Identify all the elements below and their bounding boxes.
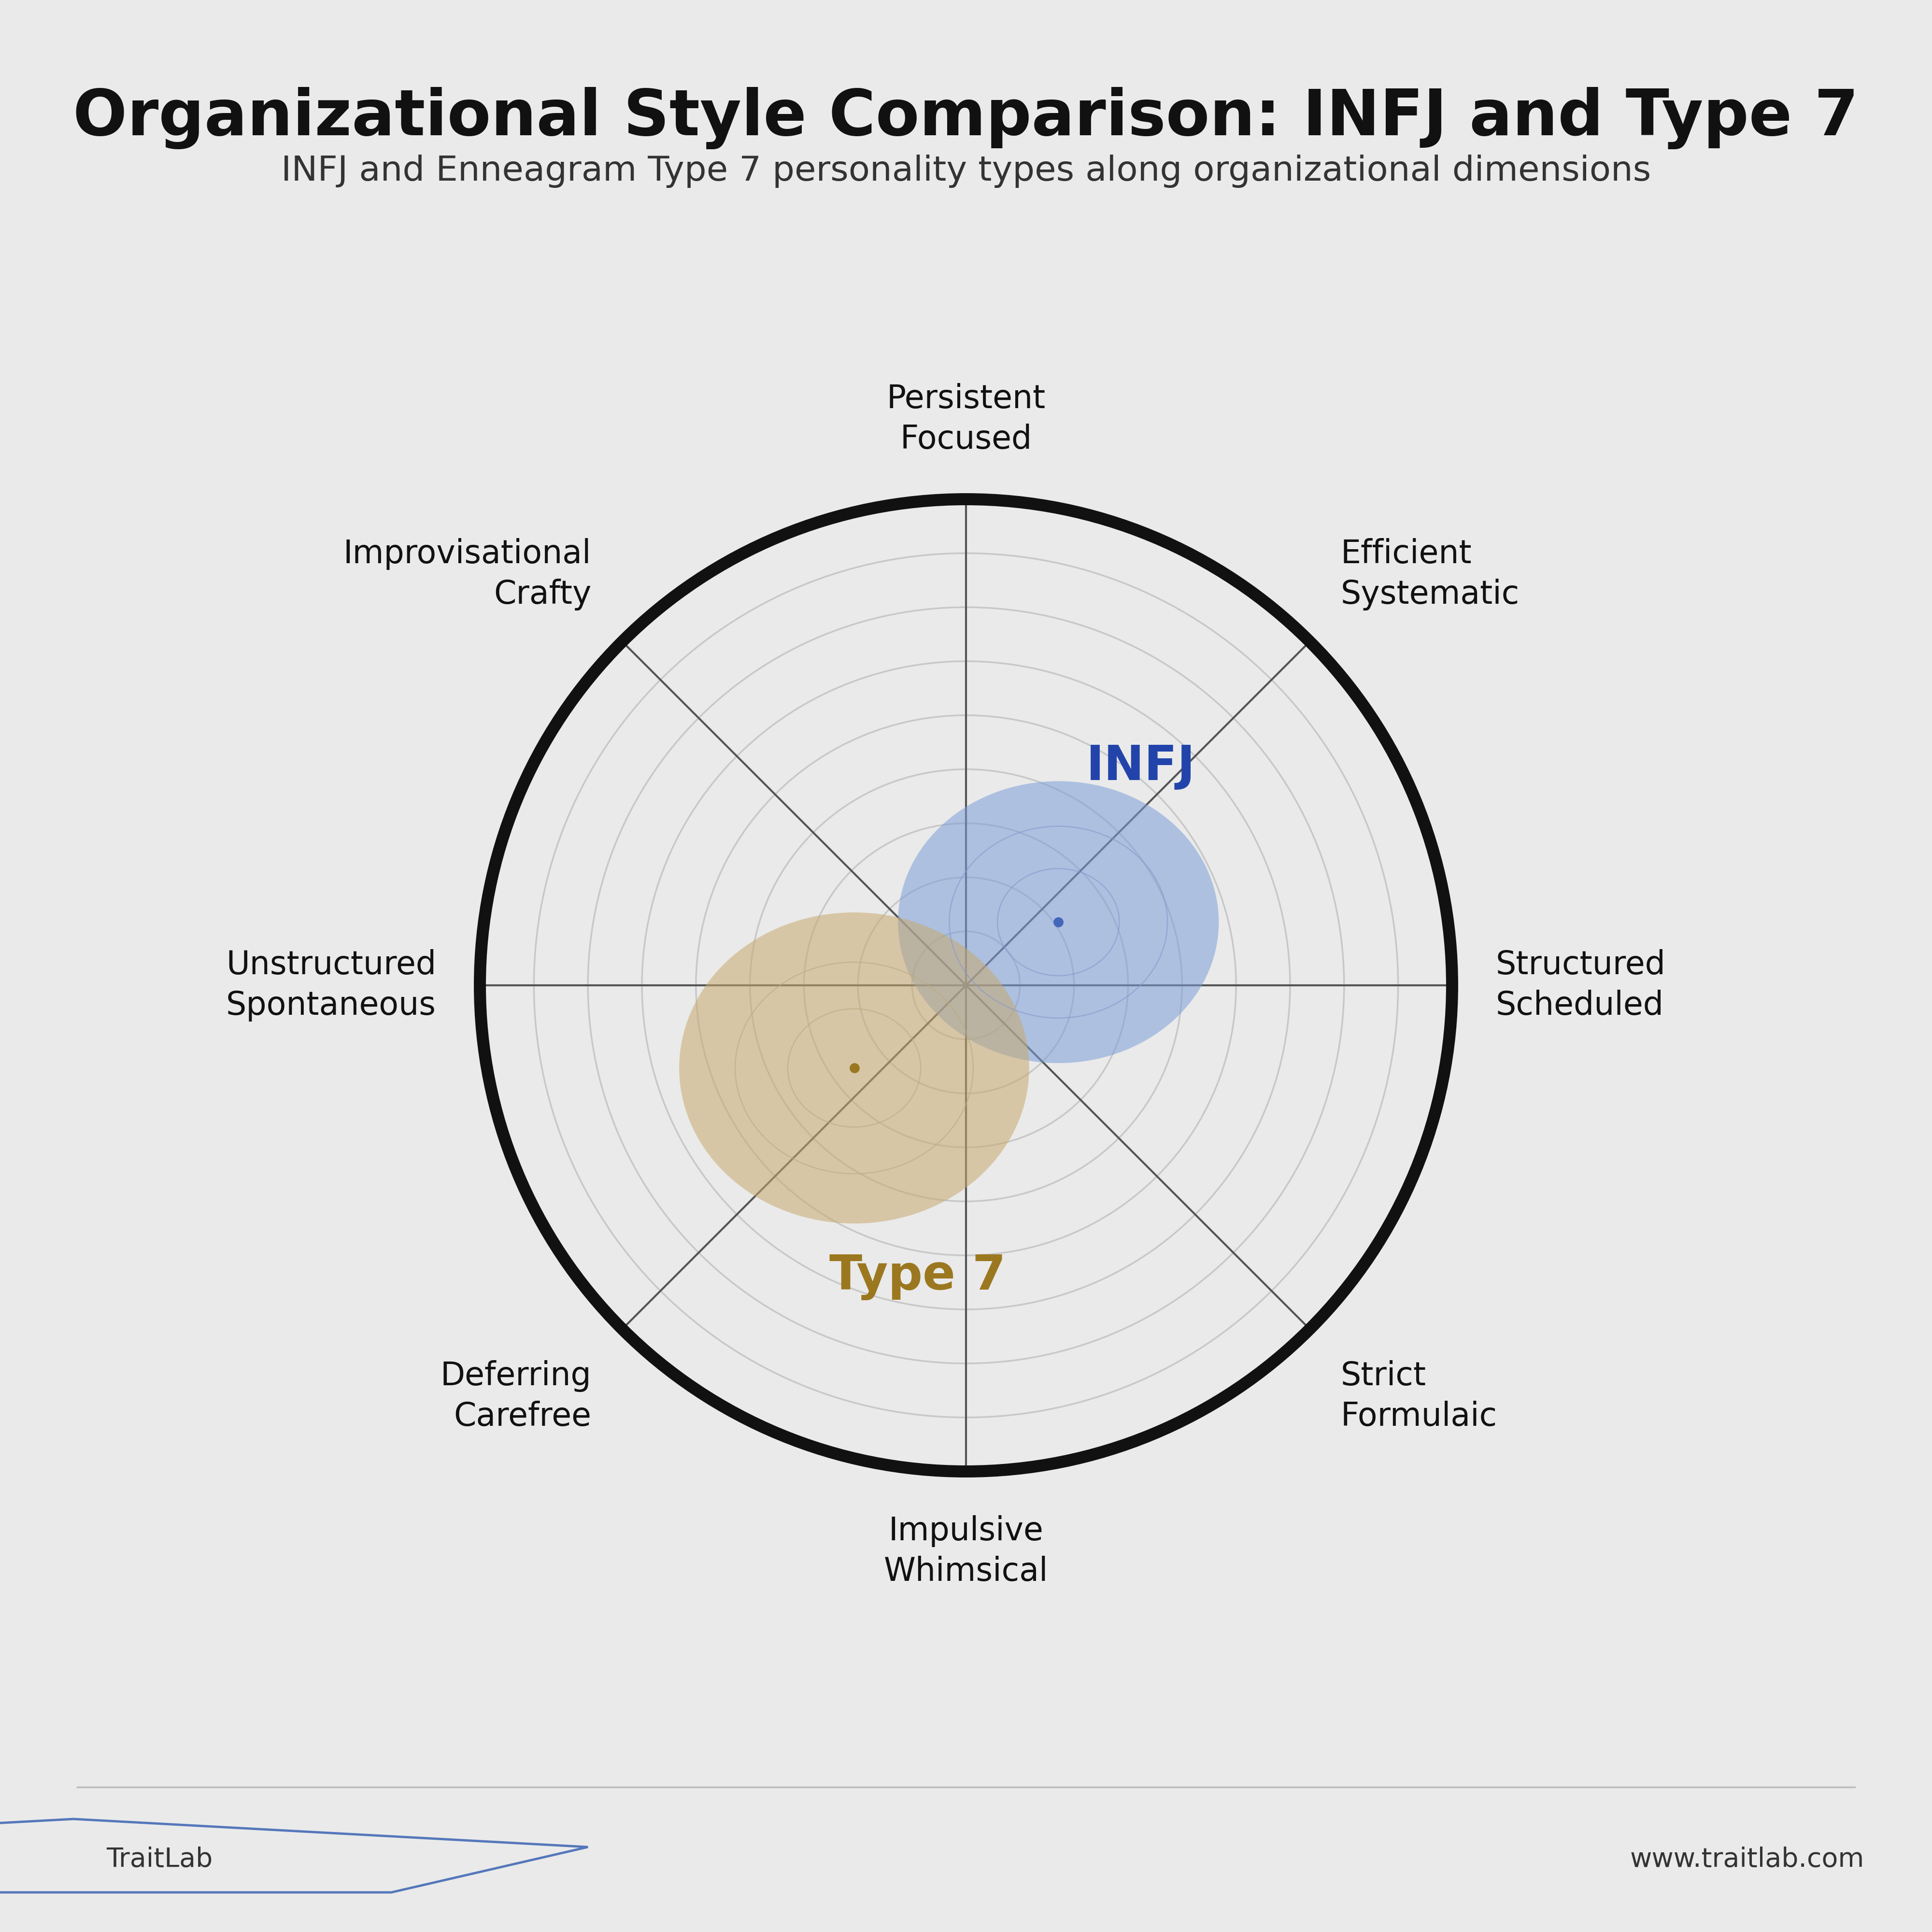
Text: Improvisational
Crafty: Improvisational Crafty [344,539,591,611]
Text: Strict
Formulaic: Strict Formulaic [1341,1360,1497,1432]
Ellipse shape [898,781,1219,1063]
Text: Efficient
Systematic: Efficient Systematic [1341,539,1520,611]
Text: Impulsive
Whimsical: Impulsive Whimsical [883,1515,1049,1588]
Text: INFJ and Enneagram Type 7 personality types along organizational dimensions: INFJ and Enneagram Type 7 personality ty… [280,155,1652,187]
Text: INFJ: INFJ [1086,744,1196,790]
Text: Unstructured
Spontaneous: Unstructured Spontaneous [226,949,437,1022]
Text: Organizational Style Comparison: INFJ and Type 7: Organizational Style Comparison: INFJ an… [73,87,1859,149]
Text: Structured
Scheduled: Structured Scheduled [1495,949,1665,1022]
Text: Deferring
Carefree: Deferring Carefree [440,1360,591,1432]
Text: Persistent
Focused: Persistent Focused [887,383,1045,456]
Text: TraitLab: TraitLab [106,1847,213,1872]
Text: Type 7: Type 7 [829,1254,1007,1300]
Ellipse shape [680,912,1030,1223]
Text: www.traitlab.com: www.traitlab.com [1631,1847,1864,1872]
